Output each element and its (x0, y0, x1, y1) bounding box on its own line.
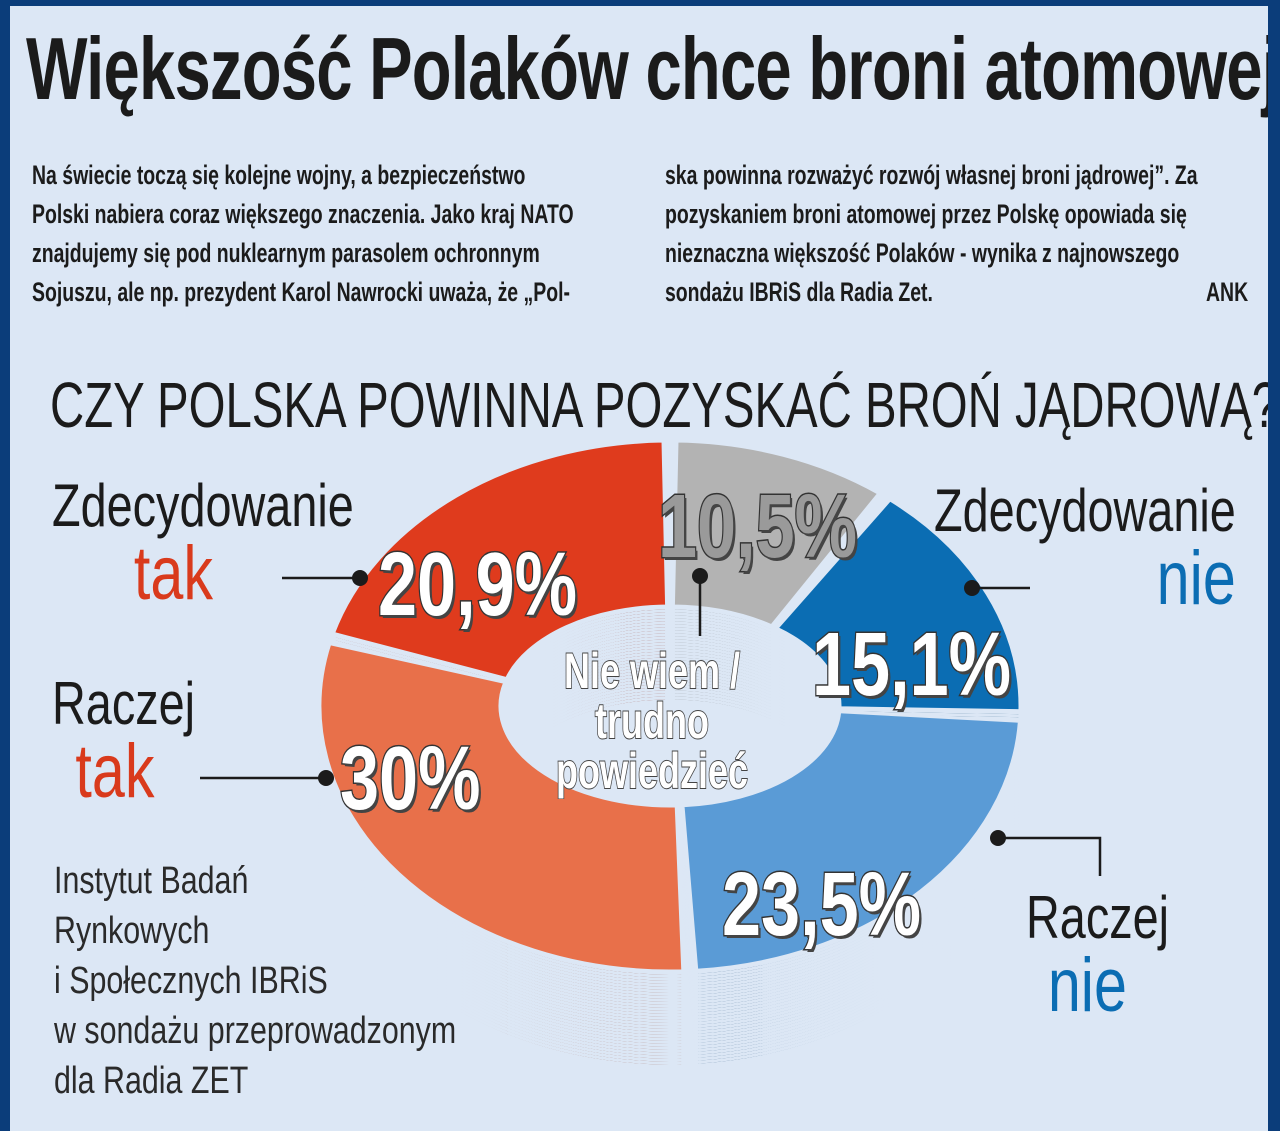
text-line: Instytut Badań (54, 860, 249, 902)
text-line: nieznaczna większość Polaków - wynika z … (665, 238, 1180, 268)
label-zdecydowanie-nie: Zdecydowanie nie (934, 481, 1236, 617)
value-label-zdecydowanie-nie: 15,1% (811, 614, 1012, 717)
label-raczej-nie: Raczej nie (1026, 888, 1169, 1024)
label-text: Zdecydowanie (934, 477, 1236, 544)
label-text: tak (133, 531, 213, 616)
label-text: tak (75, 729, 155, 814)
text-line: dla Radia ZET (54, 1060, 249, 1102)
text-line: znajdujemy się pod nuklearnym parasolem … (32, 238, 540, 268)
text-line: Polski nabiera coraz większego znaczenia… (32, 199, 574, 229)
label-text: Raczej (52, 670, 196, 737)
label-text: nie (1047, 943, 1127, 1028)
label-zdecydowanie-tak: Zdecydowanie tak (52, 476, 354, 612)
text-line: Sojuszu, ale np. prezydent Karol Nawrock… (32, 277, 570, 307)
infographic: Większość Polaków chce broni atomowej Na… (10, 6, 1268, 1131)
slice-3 (318, 641, 685, 973)
label-text: Nie wiem / (563, 643, 741, 699)
label-text: powiedzieć (555, 743, 749, 799)
label-text: Raczej (1026, 884, 1170, 951)
text-line: Na świecie toczą się kolejne wojny, a be… (32, 160, 526, 190)
text-line: i Społecznych IBRiS (54, 960, 328, 1002)
leader-dot (964, 580, 980, 596)
text-line: sondażu IBRiS dla Radia Zet. (665, 277, 933, 307)
headline: Większość Polaków chce broni atomowej (26, 19, 1268, 118)
text-line: Rynkowych (54, 910, 210, 952)
intro-right: ska powinna rozważyć rozwój własnej bron… (665, 156, 1198, 312)
slice-1 (774, 497, 1022, 713)
value-label-zdecydowanie-tak: 20,9% (377, 534, 578, 637)
label-raczej-tak: Raczej tak (52, 674, 195, 810)
leader-dot (692, 568, 708, 584)
value-label-nie-wiem: 10,5% (657, 476, 858, 579)
chart-title: CZY POLSKA POWINNA POZYSKAĆ BROŃ JĄDROWĄ… (50, 369, 1268, 441)
slice-4 (331, 439, 669, 681)
leader-dot (352, 570, 368, 586)
leader-line (998, 836, 1102, 876)
source-note: Instytut Badań Rynkowych i Społecznych I… (54, 856, 456, 1106)
leader-dot (318, 770, 334, 786)
value-label-raczej-tak: 30% (339, 728, 482, 831)
leader-dot (990, 830, 1006, 846)
slice-2 (681, 710, 1022, 972)
text-line: ska powinna rozważyć rozwój własnej bron… (665, 160, 1198, 190)
label-nie-wiem: Nie wiem / trudno powiedzieć (555, 643, 749, 799)
text-line: w sondażu przeprowadzonym (54, 1010, 457, 1052)
label-text: nie (1156, 536, 1236, 621)
slice-0 (671, 439, 882, 628)
label-text: Zdecydowanie (52, 472, 354, 539)
intro-left: Na świecie toczą się kolejne wojny, a be… (32, 156, 574, 312)
value-label-raczej-nie: 23,5% (721, 854, 922, 957)
text-line: pozyskaniem broni atomowej przez Polskę … (665, 199, 1187, 229)
author: ANK (1206, 277, 1249, 307)
donut-chart (200, 439, 1102, 1068)
label-text: trudno (594, 693, 709, 749)
